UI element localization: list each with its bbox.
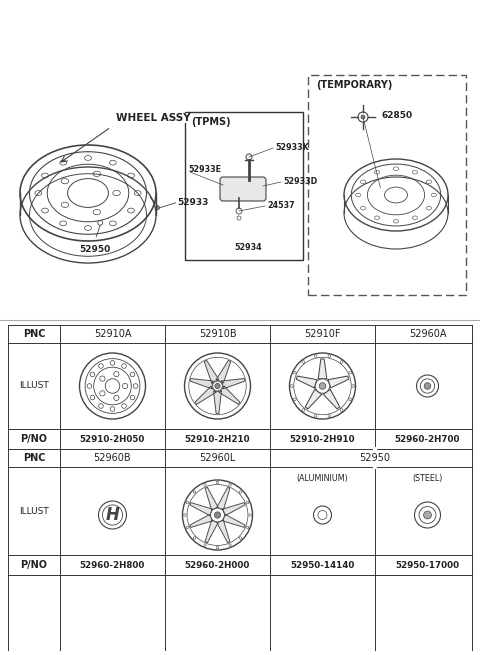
FancyBboxPatch shape [220, 177, 266, 201]
Text: PNC: PNC [23, 329, 45, 339]
Text: ILLUST: ILLUST [19, 506, 49, 515]
Text: 52950-17000: 52950-17000 [396, 561, 459, 569]
Text: (ALUMINIUM): (ALUMINIUM) [297, 474, 348, 483]
Polygon shape [219, 386, 240, 404]
Text: 52910-2H210: 52910-2H210 [185, 434, 250, 443]
Text: 52950: 52950 [360, 453, 391, 463]
Bar [308, 75, 466, 295]
Polygon shape [190, 502, 212, 515]
Text: 52933E: 52933E [188, 166, 221, 174]
Polygon shape [216, 360, 231, 383]
Text: P/NO: P/NO [21, 434, 48, 444]
Text: 24537: 24537 [267, 200, 295, 210]
Polygon shape [214, 391, 221, 414]
Bar [185, 112, 303, 260]
Text: 52960B: 52960B [94, 453, 132, 463]
Text: 52910-2H910: 52910-2H910 [290, 434, 355, 443]
Text: 52933K: 52933K [275, 143, 309, 151]
Circle shape [215, 383, 220, 388]
Polygon shape [204, 360, 219, 383]
Text: 52933: 52933 [178, 198, 209, 207]
Polygon shape [190, 514, 212, 527]
Text: 52960-2H800: 52960-2H800 [80, 561, 145, 569]
Circle shape [319, 383, 326, 389]
Text: 52910F: 52910F [304, 329, 341, 339]
Circle shape [424, 511, 432, 519]
Circle shape [424, 383, 431, 389]
Polygon shape [296, 376, 317, 388]
Circle shape [361, 115, 365, 119]
Text: 52960-2H000: 52960-2H000 [185, 561, 250, 569]
Polygon shape [217, 487, 230, 510]
Text: 52950: 52950 [80, 245, 111, 253]
Text: 52933D: 52933D [283, 178, 317, 187]
Polygon shape [205, 520, 218, 542]
Text: 52934: 52934 [234, 243, 262, 252]
Text: 52960L: 52960L [199, 453, 236, 463]
Polygon shape [318, 359, 327, 379]
Polygon shape [217, 520, 230, 542]
Text: H: H [106, 506, 120, 524]
Polygon shape [222, 379, 245, 388]
Circle shape [156, 206, 159, 210]
Polygon shape [223, 502, 245, 515]
Polygon shape [205, 487, 218, 510]
Text: 52910B: 52910B [199, 329, 236, 339]
Polygon shape [223, 514, 245, 527]
Text: ILLUST: ILLUST [19, 381, 49, 390]
Text: PNC: PNC [23, 453, 45, 463]
Circle shape [215, 512, 221, 518]
Text: 52960A: 52960A [409, 329, 446, 339]
Polygon shape [195, 386, 216, 404]
Polygon shape [324, 389, 340, 409]
Text: 52960-2H700: 52960-2H700 [395, 434, 460, 443]
Text: 52950-14140: 52950-14140 [290, 561, 355, 569]
Text: P/NO: P/NO [21, 560, 48, 570]
Polygon shape [328, 376, 349, 388]
Text: 52910-2H050: 52910-2H050 [80, 434, 145, 443]
Text: (TEMPORARY): (TEMPORARY) [316, 80, 392, 90]
Text: 62850: 62850 [381, 111, 412, 119]
Polygon shape [190, 379, 213, 388]
Polygon shape [305, 389, 322, 409]
Text: WHEEL ASSY: WHEEL ASSY [116, 113, 191, 123]
Text: (TPMS): (TPMS) [191, 117, 230, 127]
Text: (STEEL): (STEEL) [412, 474, 443, 483]
Text: 52910A: 52910A [94, 329, 131, 339]
